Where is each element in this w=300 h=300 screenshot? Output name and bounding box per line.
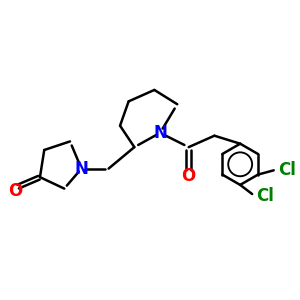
- Text: O: O: [182, 167, 196, 185]
- Text: Cl: Cl: [278, 161, 296, 179]
- Text: Cl: Cl: [256, 187, 274, 205]
- Text: O: O: [8, 182, 22, 200]
- Text: N: N: [74, 160, 88, 178]
- Text: N: N: [153, 124, 167, 142]
